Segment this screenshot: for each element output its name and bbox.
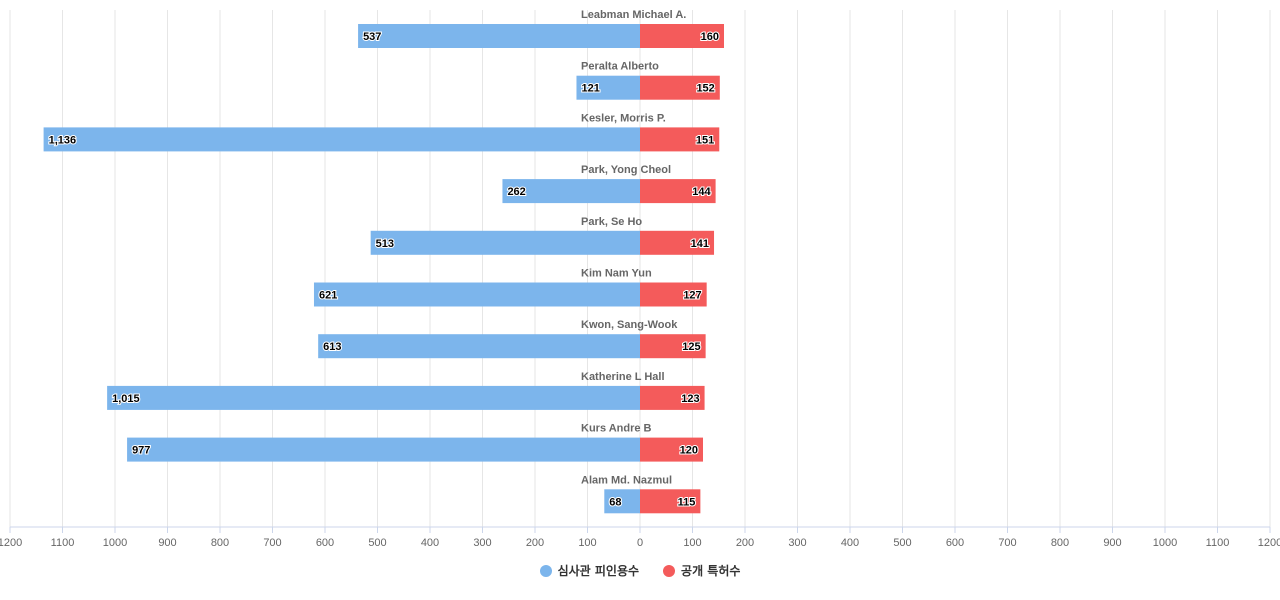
x-tick-label: 700	[263, 537, 281, 549]
bar-row: Kurs Andre B 977 120	[127, 423, 703, 462]
x-tick-label: 500	[893, 537, 911, 549]
legend-label-right: 공개 특허수	[681, 564, 741, 578]
data-label-right: 152	[696, 83, 714, 95]
data-label-right: 123	[681, 393, 699, 405]
bar-left[interactable]	[358, 24, 640, 48]
category-label: Peralta Alberto	[581, 61, 659, 73]
x-tick-label: 1200	[0, 537, 22, 549]
category-label: Kurs Andre B	[581, 423, 652, 435]
bar-left[interactable]	[107, 385, 640, 410]
legend-dot-right	[663, 564, 676, 577]
bar-row: Kwon, Sang-Wook 613 125	[318, 319, 706, 359]
data-label-right: 144	[692, 186, 711, 198]
legend-dot-left	[539, 564, 552, 577]
legend-label-left: 심사관 피인용수	[557, 564, 640, 578]
data-label-right: 160	[701, 31, 719, 43]
data-label-left: 68	[609, 496, 621, 508]
x-tick-label: 100	[578, 537, 596, 549]
data-label-right: 115	[678, 496, 696, 508]
bar-right[interactable]	[640, 24, 724, 48]
data-label-left: 1,136	[49, 134, 77, 146]
bar-row: Katherine L Hall 1,015 123	[107, 371, 705, 410]
x-tick-label: 500	[368, 537, 386, 549]
category-label: Kim Nam Yun	[581, 268, 652, 280]
x-tick-label: 1000	[103, 537, 127, 549]
bar-right[interactable]	[640, 179, 716, 204]
category-label: Leabman Michael A.	[581, 9, 686, 21]
category-label: Kwon, Sang-Wook	[581, 319, 678, 331]
data-label-right: 125	[682, 341, 700, 353]
bar-row: Alam Md. Nazmul 68 115	[581, 474, 701, 514]
bar-right[interactable]	[640, 282, 707, 307]
x-tick-label: 400	[421, 537, 439, 549]
x-tick-label: 800	[211, 537, 229, 549]
x-tick-label: 200	[736, 537, 754, 549]
x-tick-label: 800	[1051, 537, 1069, 549]
x-tick-label: 1200	[1258, 537, 1280, 549]
category-label: Alam Md. Nazmul	[581, 474, 672, 486]
bar-right[interactable]	[640, 127, 720, 152]
x-tick-label: 1100	[1206, 537, 1230, 549]
bar-left[interactable]	[313, 282, 640, 307]
x-axis: 1200 1100 1000 900 800 700 600 500 400 300 200 100 0…	[0, 526, 1280, 549]
category-label: Park, Se Ho	[581, 216, 642, 228]
data-label-left: 977	[132, 445, 150, 457]
bar-right[interactable]	[640, 437, 703, 462]
data-label-left: 1,015	[112, 393, 140, 405]
data-label-left: 613	[323, 341, 341, 353]
bar-right[interactable]	[640, 334, 706, 359]
bar-row: Park, Yong Cheol 262 144	[502, 164, 716, 204]
bar-left[interactable]	[318, 334, 640, 359]
bar-row: Park, Se Ho 513 141	[370, 216, 715, 255]
bar-row: Leabman Michael A. 537 160	[358, 9, 724, 48]
bar-left[interactable]	[43, 127, 641, 152]
category-label: Park, Yong Cheol	[581, 164, 671, 176]
data-label-right: 151	[696, 134, 714, 146]
data-label-left: 262	[507, 186, 525, 198]
bar-left[interactable]	[502, 179, 640, 204]
bar-right[interactable]	[640, 75, 720, 100]
x-tick-label: 200	[526, 537, 544, 549]
bar-left[interactable]	[604, 489, 640, 514]
data-label-left: 621	[319, 290, 337, 302]
bar-right[interactable]	[640, 230, 715, 255]
bar-left[interactable]	[370, 230, 640, 255]
data-label-left: 537	[363, 31, 381, 43]
x-tick-label: 1100	[51, 537, 75, 549]
x-tick-label: 100	[683, 537, 701, 549]
x-tick-label: 0	[637, 537, 643, 549]
x-tick-label: 300	[473, 537, 491, 549]
data-label-left: 513	[376, 238, 394, 250]
legend: 심사관 피인용수 공개 특허수	[0, 562, 1280, 579]
bar-right[interactable]	[640, 489, 701, 514]
x-tick-label: 900	[1103, 537, 1121, 549]
bar-row: Peralta Alberto 121 152	[576, 61, 720, 100]
data-label-left: 121	[581, 83, 599, 95]
x-tick-label: 400	[841, 537, 859, 549]
bar-row: Kim Nam Yun 621 127	[313, 268, 707, 307]
data-label-right: 141	[691, 238, 709, 250]
data-label-right: 120	[680, 445, 698, 457]
bar-left[interactable]	[576, 75, 640, 100]
category-label: Katherine L Hall	[581, 371, 665, 383]
data-label-right: 127	[683, 290, 701, 302]
x-tick-label: 1000	[1153, 537, 1177, 549]
x-tick-label: 600	[946, 537, 964, 549]
x-tick-label: 700	[998, 537, 1016, 549]
x-tick-label: 900	[158, 537, 176, 549]
legend-item-left[interactable]: 심사관 피인용수	[539, 562, 640, 579]
bar-right[interactable]	[640, 385, 705, 410]
category-label: Kesler, Morris P.	[581, 112, 666, 124]
bars: Leabman Michael A. 537 160 Peralta Alberto 1…	[43, 9, 724, 514]
bar-left[interactable]	[127, 437, 640, 462]
bar-row: Kesler, Morris P. 1,136 151	[43, 112, 720, 152]
x-tick-label: 300	[788, 537, 806, 549]
legend-item-right[interactable]: 공개 특허수	[663, 562, 740, 579]
x-tick-label: 600	[316, 537, 334, 549]
